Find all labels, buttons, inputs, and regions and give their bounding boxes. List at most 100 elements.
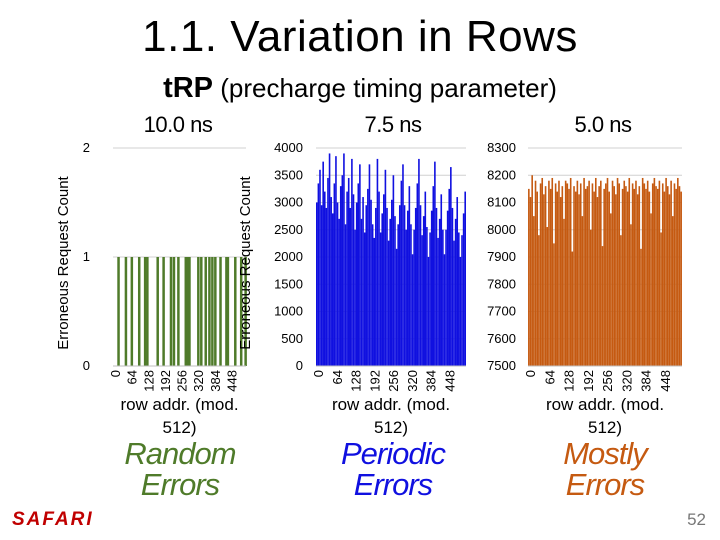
chart-2-bar <box>406 210 409 366</box>
chart-2-bar <box>414 207 417 366</box>
chart-3-bar <box>641 177 644 366</box>
chart-2-x-tick-label: 128 <box>349 370 364 392</box>
chart-3-bar <box>528 188 530 367</box>
chart-2-bar <box>419 205 422 366</box>
safari-logo: SAFARI <box>12 509 94 530</box>
chart-3-bar <box>571 251 574 366</box>
chart-1-bar <box>172 257 176 366</box>
errors-label-2: Periodic Errors <box>341 436 446 502</box>
chart-2-bar <box>398 205 401 366</box>
chart-3-bar <box>548 180 550 366</box>
chart-3-x-tick-label: 256 <box>600 370 615 392</box>
chart-3-bar <box>645 188 647 367</box>
chart-3-bar <box>536 191 539 366</box>
chart-3-bar <box>588 180 590 366</box>
chart-2-bar <box>426 227 428 366</box>
chart-1-x-axis-label-line2: 512) <box>162 418 196 437</box>
chart-2-bar <box>368 164 371 366</box>
chart-3-bar <box>549 188 552 367</box>
chart-2-bar <box>402 164 404 366</box>
chart-2-bar <box>422 216 425 367</box>
chart-3-bar <box>650 213 652 366</box>
chart-3-x-tick-label: 448 <box>658 370 673 392</box>
chart-3-bar <box>680 191 682 366</box>
chart-1-bar <box>211 257 214 366</box>
chart-2-bar <box>456 197 459 366</box>
chart-3-bar <box>661 183 664 366</box>
chart-2-bar <box>445 229 447 366</box>
chart-2-bar <box>448 188 451 367</box>
chart-3-x-tick-label: 192 <box>581 370 596 392</box>
chart-2-bar <box>347 177 350 366</box>
chart-2-bar <box>451 207 454 366</box>
page-number: 52 <box>687 510 706 529</box>
chart-2-bar <box>335 156 337 366</box>
page-title: 1.1. Variation in Rows <box>142 12 578 61</box>
chart-3-bar <box>660 232 662 366</box>
chart-2-bar <box>351 158 353 366</box>
chart-3-bar <box>643 183 646 366</box>
chart-3-bar <box>666 186 669 366</box>
chart-2-y-tick-label: 0 <box>296 358 303 373</box>
chart-1-header: 10.0 ns <box>144 112 213 137</box>
chart-1-bar <box>169 257 173 366</box>
chart-2-bar <box>443 254 446 366</box>
chart-1-bar <box>234 257 237 366</box>
chart-2-bar <box>462 213 465 366</box>
chart-3-bar <box>581 216 584 367</box>
chart-3-bar <box>651 183 654 366</box>
chart-3-bar <box>533 216 535 367</box>
chart-3-bar <box>613 186 616 366</box>
chart-2-bar <box>363 232 366 366</box>
chart-3-y-tick-label: 7800 <box>487 276 516 291</box>
chart-3-bar <box>611 180 614 366</box>
chart-2-bar <box>325 207 328 366</box>
chart-3-bar <box>561 186 564 366</box>
chart-2-bar <box>320 205 323 366</box>
chart-1-x-tick-label: 384 <box>208 370 223 392</box>
chart-3-bar <box>600 180 602 366</box>
chart-1-bar <box>184 257 188 366</box>
chart-3-x-tick-label: 320 <box>619 370 634 392</box>
chart-1-x-tick-label: 128 <box>141 370 156 392</box>
chart-1-bar <box>214 257 217 366</box>
chart-3-x-tick-label: 128 <box>562 370 577 392</box>
chart-3-bar <box>583 177 585 366</box>
chart-3-y-tick-label: 8000 <box>487 222 516 237</box>
chart-3-bar <box>638 186 641 366</box>
chart-3-bar <box>618 183 621 366</box>
chart-2-bar <box>394 216 396 367</box>
chart-3-bar <box>541 177 544 366</box>
chart-1-bar <box>177 257 180 366</box>
chart-3-y-tick-label: 8200 <box>487 167 516 182</box>
chart-2-x-tick-label: 448 <box>442 370 457 392</box>
chart-1-x-tick-label: 64 <box>125 370 140 384</box>
chart-2-bar <box>389 218 391 366</box>
chart-3-bar <box>531 175 533 366</box>
chart-3-x-tick-label: 384 <box>639 370 654 392</box>
chart-2-bar <box>327 177 329 366</box>
chart-3-bar <box>574 191 577 366</box>
chart-3-bar <box>594 177 597 366</box>
chart-2-bar <box>464 191 466 366</box>
chart-3-bar <box>529 197 532 366</box>
chart-2-x-tick-label: 384 <box>424 370 439 392</box>
chart-2-y-tick-label: 1500 <box>274 276 303 291</box>
chart-3-bar <box>653 177 656 366</box>
chart-3-bar <box>556 191 559 366</box>
chart-3-y-tick-label: 7600 <box>487 331 516 346</box>
chart-1-bar <box>162 257 165 366</box>
chart-3-y-tick-label: 7700 <box>487 304 516 319</box>
chart-1-x-axis-label-line1: row addr. (mod. <box>120 395 238 414</box>
chart-3-bar <box>564 180 567 366</box>
chart-3-bar <box>576 180 579 366</box>
chart-2-bar <box>410 224 412 366</box>
chart-2-bar <box>387 240 390 366</box>
chart-3-bar <box>601 246 604 366</box>
chart-2-bar <box>395 248 398 366</box>
chart-1-bar <box>225 257 228 366</box>
chart-2-bar <box>375 207 377 366</box>
chart-3-bar <box>668 194 671 366</box>
chart-1-x-tick-label: 320 <box>191 370 206 392</box>
